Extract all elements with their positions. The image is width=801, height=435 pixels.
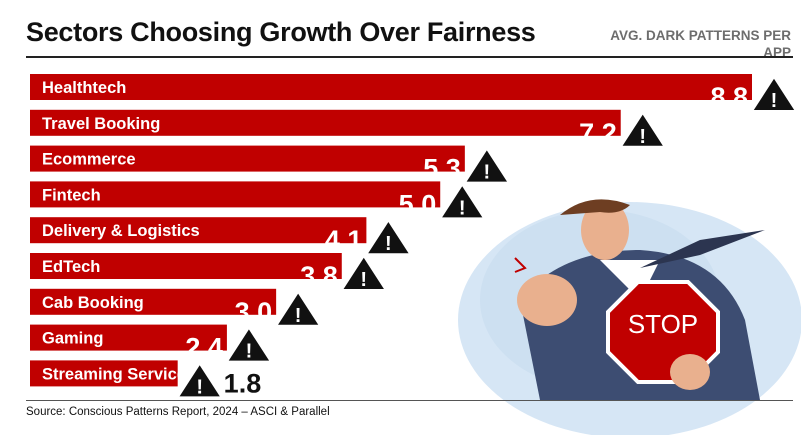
category-label: Healthtech <box>42 79 126 97</box>
title-rule <box>26 56 793 58</box>
bar <box>30 74 752 100</box>
category-label: Streaming Services <box>42 365 195 383</box>
value-label: 3.8 <box>300 261 338 291</box>
bar <box>30 217 367 244</box>
value-label: 7.2 <box>579 118 617 148</box>
bar <box>30 288 277 315</box>
category-label: Delivery & Logistics <box>42 222 200 240</box>
warning-icon <box>439 183 486 220</box>
value-label: 3.0 <box>235 297 273 327</box>
warning-icon-mark: ! <box>295 305 302 327</box>
value-label: 5.3 <box>423 154 461 184</box>
value-label: 1.8 <box>224 368 262 398</box>
bar <box>30 145 465 172</box>
bar <box>30 181 441 208</box>
bar <box>30 253 342 279</box>
warning-icon-mark: ! <box>196 376 203 398</box>
businessman-illustration: STOP <box>458 199 801 435</box>
warning-icon <box>619 111 666 148</box>
source-rule <box>26 400 793 401</box>
bar-row: Streaming Services! 1.8 <box>30 360 262 399</box>
category-label: EdTech <box>42 258 100 276</box>
warning-icon <box>751 76 797 112</box>
source-note: Source: Conscious Patterns Report, 2024 … <box>26 406 330 418</box>
bar-row: Delivery & Logistics! 4.1 <box>30 217 412 256</box>
category-label: Ecommerce <box>42 151 136 169</box>
warning-icon <box>275 290 322 327</box>
bar-row: Fintech! 5.0 <box>30 181 486 220</box>
bar-row: EdTech! 3.8 <box>30 253 387 291</box>
warning-icon <box>340 255 387 291</box>
warning-icon-mark: ! <box>360 269 367 291</box>
warning-icon <box>176 362 223 399</box>
bar-row: Healthtech! 8.8 <box>30 74 797 112</box>
warning-icon <box>225 326 272 363</box>
warning-icon-mark: ! <box>771 90 778 112</box>
warning-icon-mark: ! <box>639 126 646 148</box>
page-title: Sectors Choosing Growth Over Fairness <box>26 17 536 47</box>
value-label: 4.1 <box>325 225 363 255</box>
bar-row: Travel Booking! 7.2 <box>30 109 666 148</box>
warning-icon-mark: ! <box>246 341 253 363</box>
warning-icon-mark: ! <box>385 233 392 255</box>
warning-icon <box>463 147 510 184</box>
category-label: Gaming <box>42 330 103 348</box>
category-label: Cab Booking <box>42 294 144 312</box>
bars-layer: Healthtech! 8.8 Travel Booking! 7.2 Ecommerc… <box>30 74 797 399</box>
stop-sign-text: STOP <box>628 309 698 339</box>
bar-row: Cab Booking! 3.0 <box>30 288 322 327</box>
warning-icon <box>365 219 412 256</box>
category-label: Fintech <box>42 186 101 204</box>
bar-row: Gaming! 2.4 <box>30 324 272 363</box>
category-label: Travel Booking <box>42 115 160 133</box>
bar-row: Ecommerce! 5.3 <box>30 145 510 184</box>
bar <box>30 324 227 351</box>
warning-icon-mark: ! <box>459 197 466 219</box>
warning-icon-mark: ! <box>484 162 491 184</box>
bar <box>30 109 621 136</box>
value-label: 5.0 <box>399 189 437 219</box>
value-label: 8.8 <box>710 82 748 112</box>
bar <box>30 360 178 387</box>
value-label: 2.4 <box>185 333 223 363</box>
